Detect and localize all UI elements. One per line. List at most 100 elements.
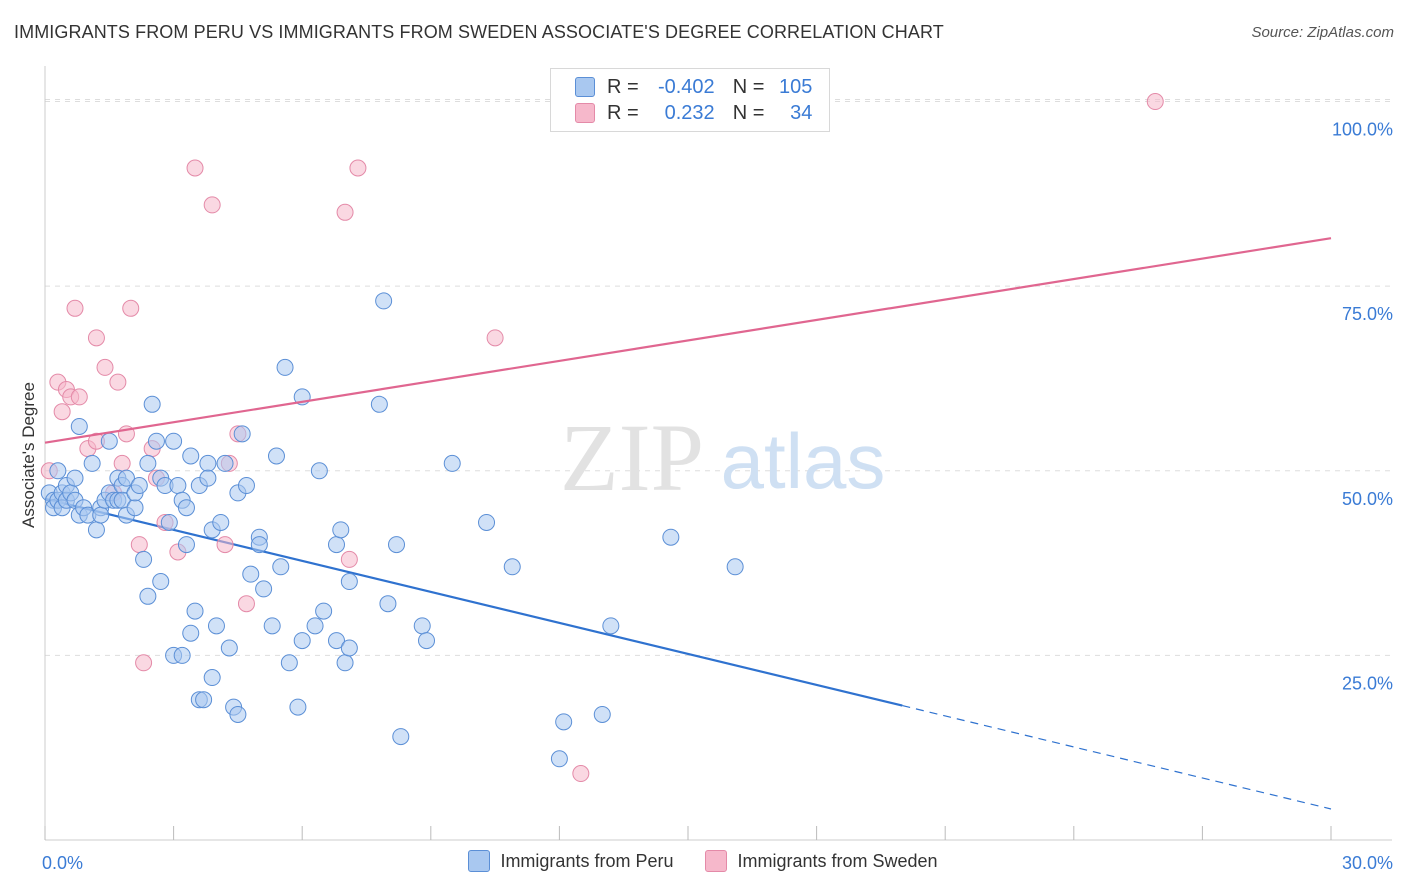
legend-n-value: 105 bbox=[779, 75, 813, 98]
point-peru bbox=[70, 417, 88, 435]
point-peru bbox=[550, 750, 568, 768]
point-peru bbox=[392, 728, 410, 746]
point-peru bbox=[662, 528, 680, 546]
point-peru bbox=[182, 624, 200, 642]
point-peru bbox=[310, 462, 328, 480]
point-sweden bbox=[203, 196, 221, 214]
point-peru bbox=[555, 713, 573, 731]
legend-label-sweden: Immigrants from Sweden bbox=[737, 850, 938, 871]
point-peru bbox=[182, 447, 200, 465]
point-peru bbox=[375, 292, 393, 310]
trend-lines bbox=[44, 497, 1332, 810]
point-peru bbox=[332, 521, 350, 539]
point-peru bbox=[478, 513, 496, 531]
point-peru bbox=[212, 513, 230, 531]
point-peru bbox=[87, 521, 105, 539]
point-peru bbox=[289, 698, 307, 716]
watermark: ZIP atlas bbox=[560, 404, 885, 511]
point-peru bbox=[280, 654, 298, 672]
point-sweden bbox=[66, 299, 84, 317]
point-peru bbox=[143, 395, 161, 413]
y-tick-label: 75.0% bbox=[1342, 304, 1393, 324]
source-credit: Source: ZipAtlas.com bbox=[1251, 24, 1394, 41]
points-peru bbox=[40, 292, 744, 768]
point-peru bbox=[160, 513, 178, 531]
correlation-legend: R = -0.402 N = 105 R = 0.232 N = 34 bbox=[550, 68, 830, 132]
point-peru bbox=[255, 580, 273, 598]
point-peru bbox=[340, 639, 358, 657]
tick-labels: 25.0% 50.0% 75.0% 100.0% 0.0% 30.0% bbox=[42, 120, 1393, 873]
point-peru bbox=[336, 654, 354, 672]
legend-r-label: R = bbox=[607, 75, 639, 98]
point-peru bbox=[199, 454, 217, 472]
point-peru bbox=[199, 469, 217, 487]
point-peru bbox=[66, 469, 84, 487]
point-peru bbox=[388, 536, 406, 554]
point-peru bbox=[315, 602, 333, 620]
point-peru bbox=[130, 477, 148, 495]
point-peru bbox=[263, 617, 281, 635]
y-tick-label: 50.0% bbox=[1342, 489, 1393, 509]
point-sweden bbox=[70, 388, 88, 406]
point-peru bbox=[173, 646, 191, 664]
point-peru bbox=[593, 705, 611, 723]
legend-item-peru: Immigrants from Peru bbox=[468, 850, 673, 872]
point-sweden bbox=[109, 373, 127, 391]
series-legend: Immigrants from Peru Immigrants from Swe… bbox=[0, 850, 1406, 872]
point-sweden bbox=[336, 203, 354, 221]
point-peru bbox=[117, 469, 135, 487]
y-axis-label: Associate's Degree bbox=[19, 382, 38, 528]
legend-r-label: R = bbox=[607, 101, 639, 124]
point-peru bbox=[207, 617, 225, 635]
point-peru bbox=[92, 506, 110, 524]
point-sweden bbox=[122, 299, 140, 317]
point-sweden bbox=[237, 595, 255, 613]
y-tick-label: 100.0% bbox=[1332, 120, 1393, 140]
legend-r-value: 0.232 bbox=[664, 101, 715, 124]
point-peru bbox=[177, 536, 195, 554]
y-tick-label: 25.0% bbox=[1342, 673, 1393, 693]
point-peru bbox=[379, 595, 397, 613]
point-peru bbox=[216, 454, 234, 472]
legend-label-peru: Immigrants from Peru bbox=[500, 850, 674, 871]
chart-title: IMMIGRANTS FROM PERU VS IMMIGRANTS FROM … bbox=[14, 22, 944, 42]
point-peru bbox=[83, 454, 101, 472]
point-peru bbox=[100, 432, 118, 450]
point-sweden bbox=[1146, 93, 1164, 111]
trend-line-sweden bbox=[44, 237, 1332, 444]
point-peru bbox=[165, 432, 183, 450]
point-sweden bbox=[53, 403, 71, 421]
point-peru bbox=[306, 617, 324, 635]
point-peru bbox=[169, 477, 187, 495]
point-sweden bbox=[486, 329, 504, 347]
legend-n-label: N = bbox=[732, 101, 765, 124]
point-peru bbox=[186, 602, 204, 620]
legend-r-value: -0.402 bbox=[657, 75, 715, 98]
point-peru bbox=[443, 454, 461, 472]
trend-lines-sweden bbox=[44, 237, 1332, 444]
legend-row-peru: R = -0.402 N = 105 bbox=[575, 74, 812, 100]
point-peru bbox=[340, 573, 358, 591]
point-peru bbox=[276, 358, 294, 376]
point-sweden bbox=[113, 454, 131, 472]
point-peru bbox=[293, 632, 311, 650]
peru-legend-swatch bbox=[468, 850, 491, 872]
point-sweden bbox=[572, 765, 590, 783]
point-peru bbox=[177, 499, 195, 517]
legend-n-label: N = bbox=[732, 75, 765, 98]
point-peru bbox=[503, 558, 521, 576]
legend-row-sweden: R = 0.232 N = 34 bbox=[575, 100, 812, 126]
watermark-atlas: atlas bbox=[721, 417, 886, 505]
point-sweden bbox=[340, 550, 358, 568]
point-sweden bbox=[87, 329, 105, 347]
sweden-swatch bbox=[575, 103, 595, 123]
point-sweden bbox=[186, 159, 204, 177]
point-peru bbox=[220, 639, 238, 657]
watermark-zip: ZIP bbox=[560, 404, 704, 511]
point-peru bbox=[602, 617, 620, 635]
point-peru bbox=[250, 536, 268, 554]
point-peru bbox=[413, 617, 431, 635]
point-peru bbox=[327, 536, 345, 554]
sweden-legend-swatch bbox=[705, 850, 728, 872]
